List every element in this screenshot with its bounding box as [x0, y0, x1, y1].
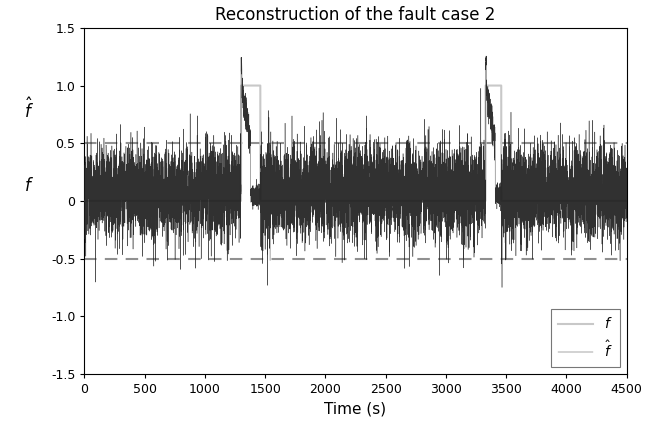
$\hat{f}$: [80, 183, 88, 188]
Line: $\hat{f}$: $\hat{f}$: [84, 56, 627, 287]
Title: Reconstruction of the fault case 2: Reconstruction of the fault case 2: [215, 5, 496, 24]
$f$: [117, 198, 125, 203]
X-axis label: Time (s): Time (s): [325, 401, 387, 417]
$\hat{f}$: [148, 175, 156, 180]
$f$: [237, 83, 245, 88]
$f$: [587, 198, 595, 203]
$\hat{f}$: [328, 188, 336, 193]
Line: $f$: $f$: [84, 86, 627, 201]
Text: $\hat{f}$: $\hat{f}$: [24, 97, 34, 122]
$f$: [80, 198, 88, 203]
$\hat{f}$: [623, 207, 631, 212]
Legend: $f$, $\hat{f}$: $f$, $\hat{f}$: [551, 309, 619, 367]
$\hat{f}$: [117, 195, 125, 200]
$f$: [329, 198, 336, 203]
$\hat{f}$: [378, 216, 386, 221]
$\hat{f}$: [330, 179, 338, 184]
$f$: [378, 198, 386, 203]
$f$: [330, 198, 338, 203]
$f$: [148, 198, 156, 203]
$f$: [623, 198, 631, 203]
$\hat{f}$: [498, 285, 506, 290]
$\hat{f}$: [587, 189, 595, 194]
$\hat{f}$: [482, 54, 490, 59]
Text: $f$: $f$: [24, 177, 34, 195]
